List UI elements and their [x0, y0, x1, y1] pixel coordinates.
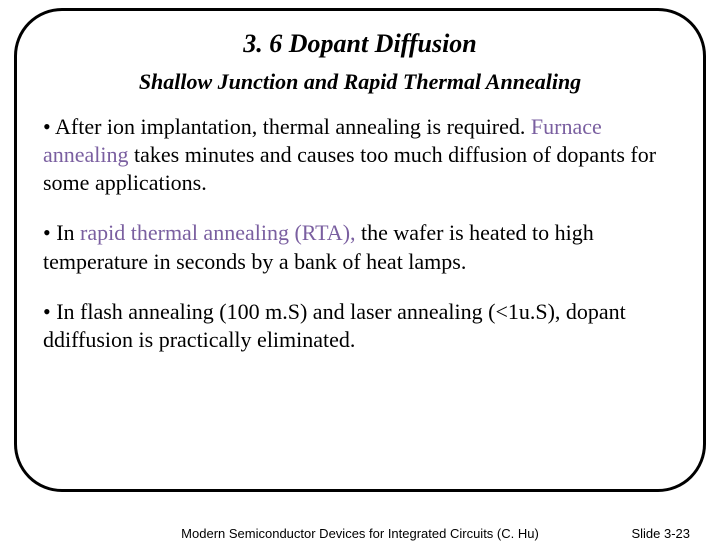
slide-title: 3. 6 Dopant Diffusion — [39, 29, 681, 59]
footer-slide-number: Slide 3-23 — [631, 526, 690, 541]
bullet-item: • In rapid thermal annealing (RTA), the … — [39, 219, 681, 275]
slide-frame: 3. 6 Dopant Diffusion Shallow Junction a… — [14, 8, 706, 492]
bullet-text-post: takes minutes and causes too much diffus… — [43, 142, 656, 195]
bullet-text-pre: • In — [43, 220, 80, 245]
footer-center-text: Modern Semiconductor Devices for Integra… — [0, 526, 720, 541]
slide-subtitle: Shallow Junction and Rapid Thermal Annea… — [39, 69, 681, 95]
bullet-text-pre: • After ion implantation, thermal anneal… — [43, 114, 531, 139]
bullet-text-highlight: rapid thermal annealing (RTA), — [80, 220, 355, 245]
bullet-item: • After ion implantation, thermal anneal… — [39, 113, 681, 197]
bullet-text-pre: • In flash annealing (100 m.S) and laser… — [43, 299, 626, 352]
bullet-item: • In flash annealing (100 m.S) and laser… — [39, 298, 681, 354]
